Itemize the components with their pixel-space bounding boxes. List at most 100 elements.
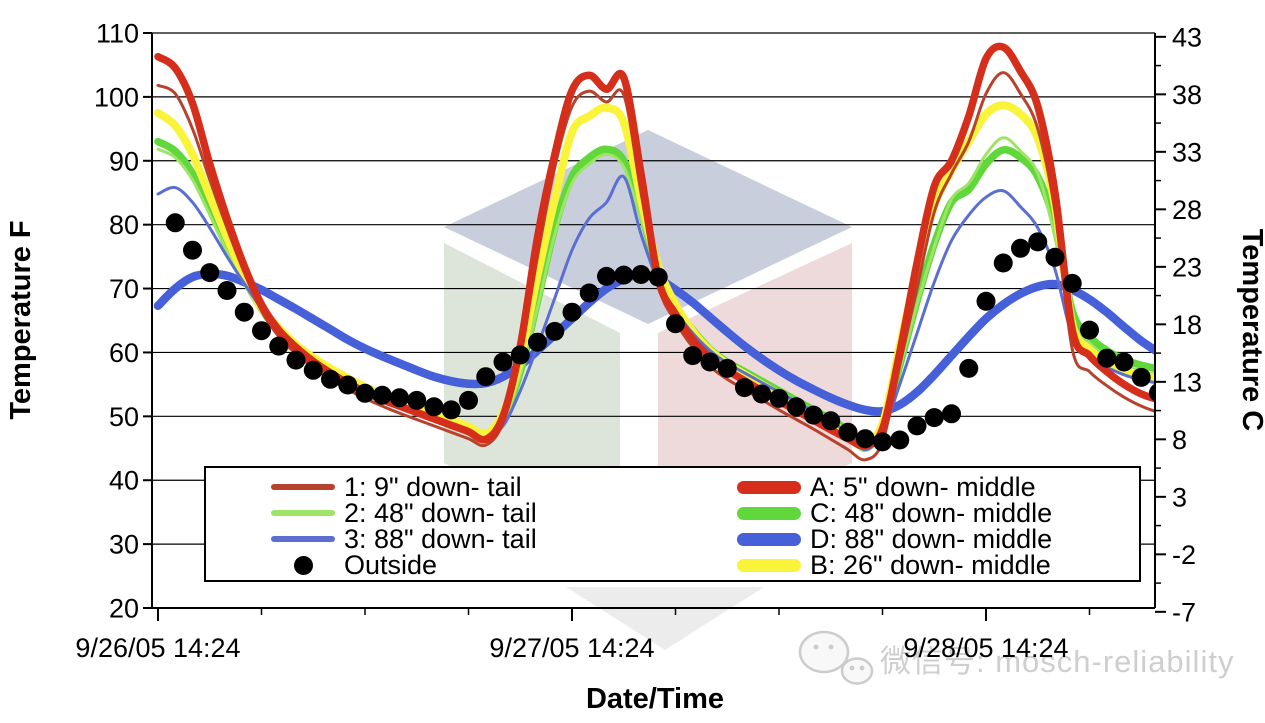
y-tick-label-c: 28 bbox=[1172, 195, 1202, 225]
outside-dot bbox=[1028, 232, 1048, 252]
outside-dot bbox=[1114, 352, 1134, 372]
y-tick-label-c: 8 bbox=[1172, 425, 1187, 455]
legend-label-Outside: Outside bbox=[344, 550, 438, 580]
outside-dot bbox=[303, 360, 323, 380]
outside-dot bbox=[1011, 238, 1030, 258]
outside-dot bbox=[1062, 273, 1082, 293]
outside-dot bbox=[752, 384, 772, 404]
legend-item-A: A: 5" down- middle bbox=[734, 472, 1052, 502]
legend-item-C: C: 48" down- middle bbox=[734, 498, 1053, 528]
outside-dot bbox=[769, 388, 789, 408]
outside-dot bbox=[579, 283, 599, 303]
y-tick-label-c: 13 bbox=[1172, 367, 1202, 397]
series-dots-Outside bbox=[165, 213, 1155, 452]
outside-dot bbox=[907, 416, 927, 436]
outside-marker-icon bbox=[293, 555, 313, 575]
outside-dot bbox=[269, 336, 289, 356]
outside-dot bbox=[648, 267, 668, 287]
outside-dot bbox=[562, 302, 582, 322]
outside-dot bbox=[407, 390, 427, 410]
legend-label-2: 2: 48" down- tail bbox=[344, 498, 537, 528]
outside-dot bbox=[1045, 247, 1065, 267]
line-swatch-icon bbox=[737, 506, 801, 520]
y-tick-label-f: 110 bbox=[96, 19, 139, 49]
outside-dot bbox=[735, 378, 754, 398]
y-tick-label-f: 100 bbox=[94, 82, 139, 112]
legend-item-Outside: Outside bbox=[268, 550, 537, 580]
outside-dot bbox=[959, 358, 979, 378]
outside-dot bbox=[942, 404, 961, 424]
line-swatch-icon bbox=[271, 484, 335, 490]
wechat-icon bbox=[798, 630, 874, 685]
outside-dot bbox=[459, 390, 478, 410]
outside-dot bbox=[321, 369, 340, 389]
legend-item-3: 3: 88" down- tail bbox=[268, 524, 537, 554]
outside-dot bbox=[631, 265, 651, 284]
legend-swatch-C bbox=[734, 506, 804, 520]
outside-dot bbox=[838, 422, 858, 442]
outside-dot bbox=[924, 408, 944, 428]
x-tick-label: 9/28/05 14:24 bbox=[903, 633, 1068, 663]
legend-label-1: 1: 9" down- tail bbox=[344, 472, 522, 502]
line-swatch-icon bbox=[737, 532, 801, 546]
y-tick-label-f: 40 bbox=[109, 466, 139, 496]
outside-dot bbox=[821, 411, 841, 431]
y-tick-label-f: 80 bbox=[109, 210, 139, 240]
legend-column: 1: 9" down- tail 2: 48" down- tail 3: 88" … bbox=[268, 472, 537, 580]
outside-dot bbox=[976, 291, 996, 311]
chart-legend: 1: 9" down- tail 2: 48" down- tail 3: 88" … bbox=[204, 466, 1141, 582]
legend-item-D: D: 88" down- middle bbox=[734, 526, 1052, 553]
legend-label-3: 3: 88" down- tail bbox=[344, 524, 537, 554]
outside-dot bbox=[614, 265, 634, 285]
x-axis-title: Date/Time bbox=[586, 683, 724, 715]
outside-dot bbox=[700, 352, 720, 372]
outside-dot bbox=[200, 263, 220, 283]
outside-dot bbox=[510, 345, 530, 365]
line-swatch-icon bbox=[271, 536, 335, 542]
outside-dot bbox=[424, 397, 444, 417]
outside-dot bbox=[786, 397, 806, 417]
y-tick-label-f: 90 bbox=[109, 146, 139, 176]
outside-dot bbox=[286, 350, 306, 370]
outside-dot bbox=[717, 358, 737, 378]
outside-dot bbox=[855, 429, 875, 449]
legend-swatch-1 bbox=[268, 484, 338, 490]
legend-label-A: A: 5" down- middle bbox=[810, 472, 1036, 502]
outside-dot bbox=[338, 375, 358, 395]
outside-dot bbox=[993, 253, 1013, 273]
legend-item-1: 1: 9" down- tail bbox=[268, 472, 537, 502]
legend-label-B: B: 26" down- middle bbox=[810, 550, 1051, 580]
y-tick-label-c: 18 bbox=[1172, 310, 1202, 340]
series-layer bbox=[153, 42, 1155, 462]
outside-dot bbox=[372, 385, 392, 405]
legend-swatch-Outside bbox=[268, 555, 338, 575]
y-axis-title-right: Temperature C bbox=[1236, 229, 1265, 432]
legend-swatch-B bbox=[734, 558, 804, 572]
x-tick-label: 9/27/05 14:24 bbox=[489, 633, 654, 663]
y-tick-label-f: 60 bbox=[109, 338, 139, 368]
y-tick-label-c: 23 bbox=[1172, 252, 1202, 282]
outside-dot bbox=[873, 432, 892, 452]
legend-item-B: B: 26" down- middle bbox=[734, 550, 1052, 580]
y-tick-label-c: -2 bbox=[1172, 540, 1196, 570]
y-axis-title-left: Temperature F bbox=[5, 220, 37, 419]
y-tick-label-c: 43 bbox=[1172, 22, 1202, 52]
x-tick-label: 9/26/05 14:24 bbox=[75, 633, 240, 663]
outside-dot bbox=[476, 367, 496, 387]
outside-dot bbox=[234, 302, 254, 322]
y-tick-label-c: 33 bbox=[1172, 137, 1202, 167]
outside-dot bbox=[666, 314, 685, 334]
outside-dot bbox=[528, 332, 547, 352]
outside-dot bbox=[493, 352, 513, 372]
outside-dot bbox=[1149, 383, 1155, 402]
y-tick-label-f: 30 bbox=[109, 530, 139, 560]
outside-dot bbox=[1097, 348, 1117, 368]
legend-item-2: 2: 48" down- tail bbox=[268, 498, 537, 528]
legend-swatch-2 bbox=[268, 510, 338, 516]
outside-dot bbox=[390, 388, 409, 408]
outside-dot bbox=[441, 400, 461, 420]
y-tick-label-f: 50 bbox=[109, 402, 139, 432]
y-tick-label-f: 20 bbox=[109, 594, 139, 624]
legend-label-C: C: 48" down- middle bbox=[810, 498, 1053, 528]
